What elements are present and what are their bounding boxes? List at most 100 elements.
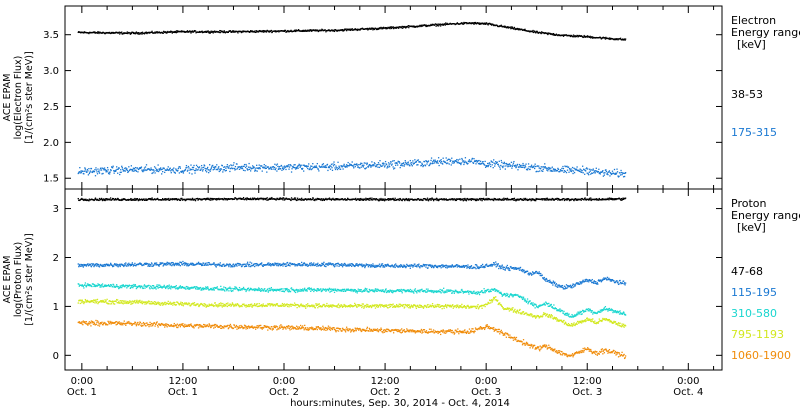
data-point (401, 26, 403, 28)
data-point (126, 287, 128, 289)
data-point (405, 266, 407, 268)
data-point (258, 31, 260, 33)
data-point (106, 166, 109, 169)
data-point (393, 199, 395, 202)
data-point (158, 31, 160, 33)
data-point (289, 262, 292, 264)
data-point (160, 167, 162, 169)
data-point (478, 159, 480, 162)
data-point (342, 30, 344, 32)
data-point (446, 159, 448, 162)
data-point (350, 264, 352, 267)
data-point (176, 30, 178, 32)
data-point (352, 165, 354, 167)
data-point (511, 165, 514, 167)
data-point (336, 167, 338, 169)
data-point (292, 166, 295, 169)
data-point (146, 169, 148, 171)
data-point (162, 265, 164, 267)
data-point (503, 161, 505, 164)
data-point (132, 286, 134, 289)
data-point (393, 160, 395, 162)
y-tick-label: 2.5 (43, 102, 59, 113)
data-point (526, 198, 528, 200)
data-point (201, 264, 204, 267)
data-point (529, 168, 531, 171)
data-point (316, 290, 318, 292)
data-point (484, 160, 486, 163)
data-point (85, 285, 87, 287)
data-point (546, 32, 548, 35)
data-point (163, 167, 165, 169)
data-point (88, 285, 91, 287)
data-point (223, 169, 225, 171)
data-point (425, 160, 428, 163)
data-point (117, 172, 119, 174)
data-point (330, 163, 333, 165)
data-point (166, 286, 168, 288)
data-point (505, 267, 507, 270)
data-point (155, 285, 158, 288)
data-point (176, 262, 178, 265)
data-point (562, 34, 564, 36)
data-point (254, 168, 256, 170)
data-point (202, 287, 204, 289)
data-point (200, 289, 202, 291)
data-point (141, 285, 143, 288)
data-point (178, 286, 181, 288)
data-point (243, 265, 246, 268)
data-point (149, 198, 152, 201)
data-point (401, 264, 403, 266)
data-point (264, 198, 266, 200)
data-point (100, 197, 103, 200)
data-point (383, 200, 386, 202)
data-point (323, 261, 325, 263)
data-point (248, 162, 250, 165)
data-point (581, 169, 583, 172)
data-point (440, 162, 442, 164)
data-point (603, 278, 606, 281)
data-point (417, 265, 420, 267)
data-point (576, 282, 578, 284)
data-point (520, 269, 522, 271)
data-point (553, 170, 556, 172)
data-point (545, 280, 547, 282)
data-point (524, 270, 526, 273)
data-point (390, 161, 392, 163)
data-point (122, 285, 124, 287)
data-point (558, 34, 560, 36)
data-point (124, 264, 126, 266)
data-point (162, 170, 164, 173)
data-point (142, 287, 145, 289)
data-point (334, 288, 337, 290)
data-point (161, 31, 163, 34)
data-point (378, 263, 381, 265)
data-point (83, 263, 85, 266)
data-point (582, 279, 584, 281)
data-point (588, 281, 590, 283)
data-point (389, 198, 392, 200)
data-point (149, 288, 151, 290)
data-point (577, 283, 579, 285)
data-point (127, 198, 129, 201)
data-point (317, 288, 319, 290)
data-point (475, 198, 477, 201)
data-point (103, 199, 105, 201)
data-point (589, 279, 591, 281)
data-point (536, 170, 538, 173)
data-point (351, 199, 353, 201)
data-point (489, 23, 491, 25)
data-point (177, 169, 179, 172)
data-point (246, 261, 249, 263)
data-point (152, 172, 154, 174)
data-point (179, 166, 181, 168)
data-point (249, 166, 251, 168)
data-point (287, 291, 290, 293)
data-point (309, 29, 311, 31)
data-point (88, 172, 91, 175)
data-point (498, 198, 500, 200)
data-point (102, 172, 104, 175)
data-point (194, 172, 196, 174)
data-point (435, 25, 437, 27)
data-point (314, 199, 316, 202)
